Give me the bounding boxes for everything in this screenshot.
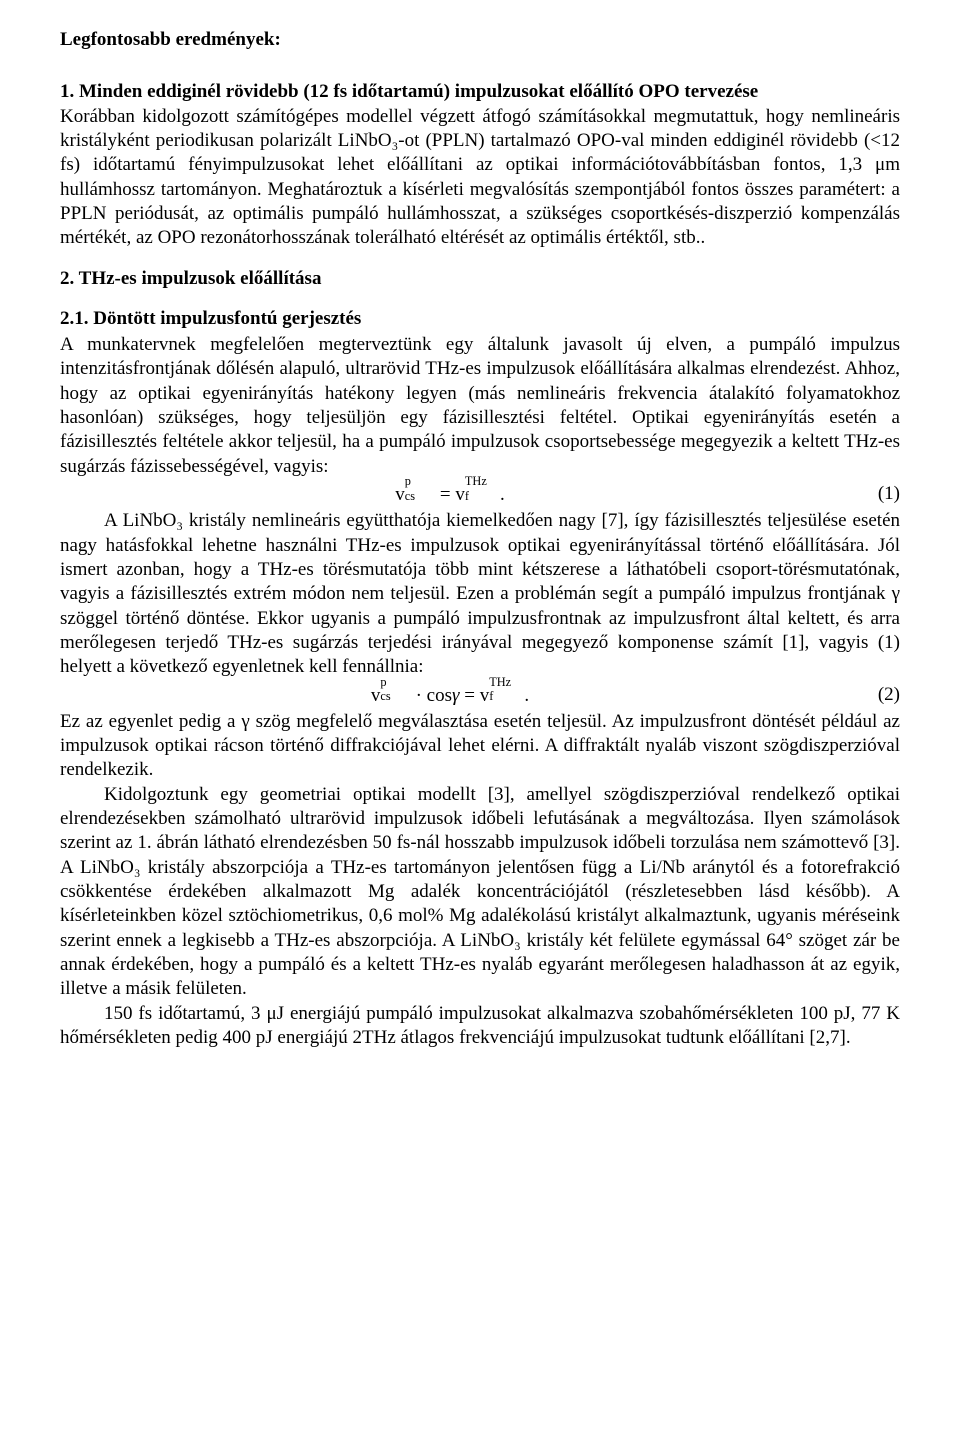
equation-1-body: vpcs = vTHzf . [60,481,840,507]
eq-v-left: v [395,484,405,505]
eq-sub-f: f [465,489,469,505]
paragraph-2-1-c: Ez az egyenlet pedig a γ szög megfelelő … [60,710,900,783]
eq-v-right: v [455,484,465,505]
eq-equals: = [435,484,455,505]
section-2-1-heading: 2.1. Döntött impulzusfontú gerjesztés [60,307,900,331]
page-title: Legfontosabb eredmények: [60,28,900,52]
paragraph-1: Korábban kidolgozott számítógépes modell… [60,105,900,251]
paragraph-2-1-d: Kidolgoztunk egy geometriai optikai mode… [60,783,900,1002]
eq-sub-cs: cs [405,489,415,505]
paragraph-2-1-a: A munkatervnek megfelelően megterveztünk… [60,333,900,479]
eq-supsub-left: pcs [405,481,435,500]
eq2-sub-cs: cs [380,689,390,705]
eq2-v-left: v [371,685,381,706]
section-1-heading: 1. Minden eddiginél rövidebb (12 fs időt… [60,80,900,104]
section-2-heading: 2. THz-es impulzusok előállítása [60,267,900,291]
equation-2-body: vpcs · cosγ = vTHzf . [60,682,840,708]
eq2-supsub-right: THzf [489,682,519,701]
equation-1: vpcs = vTHzf . (1) [60,481,900,507]
eq2-cos: · cos [411,685,452,706]
eq2-v-right: v [480,685,490,706]
eq2-supsub-left: pcs [380,682,410,701]
eq2-period: . [520,685,530,706]
eq2-sub-f: f [489,689,493,705]
eq-period: . [495,484,505,505]
eq-supsub-right: THzf [465,481,495,500]
equation-2-number: (2) [840,683,900,707]
eq2-equals: = [459,685,479,706]
equation-2: vpcs · cosγ = vTHzf . (2) [60,682,900,708]
equation-1-number: (1) [840,482,900,506]
paragraph-2-1-b: A LiNbO₃ kristály nemlineáris együttható… [60,509,900,679]
paragraph-2-1-e: 150 fs időtartamú, 3 μJ energiájú pumpál… [60,1002,900,1051]
spacer [60,293,900,307]
